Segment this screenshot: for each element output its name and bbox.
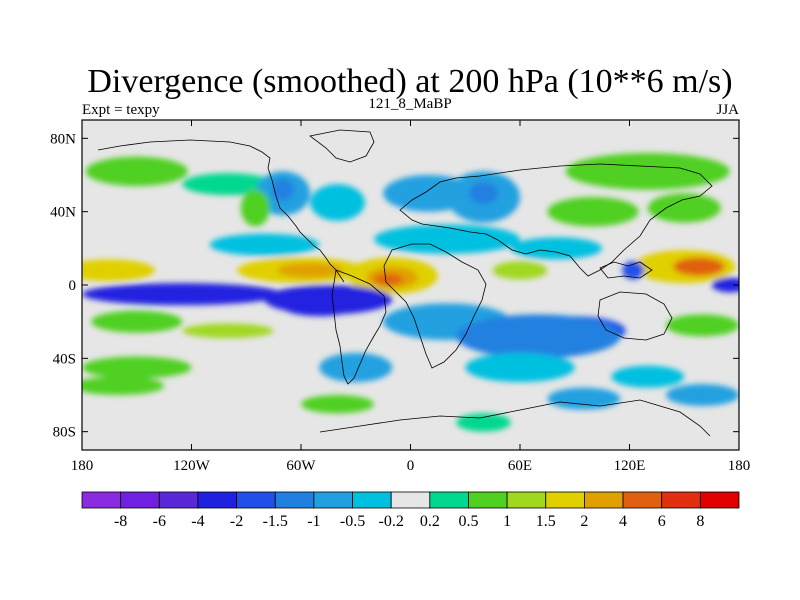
colorbar-box-6	[313, 491, 353, 509]
field-region-0	[85, 156, 188, 186]
field-region-31	[456, 314, 621, 359]
chart-title: Divergence (smoothed) at 200 hPa (10**6 …	[87, 63, 732, 100]
field-region-40	[611, 365, 685, 388]
field-region-43	[456, 413, 511, 432]
x-tick-label-4: 60E	[508, 458, 532, 474]
field-region-32	[91, 310, 183, 333]
colorbar-box-11	[506, 491, 547, 509]
colorbar-label-14: 6	[658, 513, 666, 530]
experiment-label: Expt = texpy	[82, 102, 160, 118]
field-region-11	[647, 193, 721, 223]
field-region-9	[468, 182, 499, 205]
colorbar-box-7	[352, 491, 392, 509]
colorbar-box-2	[158, 491, 199, 509]
colorbar-box-13	[584, 491, 624, 509]
field-region-4	[271, 178, 294, 201]
colorbar-box-10	[468, 491, 508, 509]
colorbar-box-0	[81, 491, 122, 509]
coastline-north-america	[97, 139, 345, 283]
colorbar-label-6: -0.5	[340, 513, 365, 530]
field-region-17	[277, 263, 343, 278]
coastline-africa	[383, 243, 487, 369]
colorbar-label-13: 4	[619, 513, 627, 530]
field-regions	[82, 153, 739, 432]
coastline-australia	[597, 291, 673, 341]
colorbar-box-8	[390, 491, 431, 509]
field-region-27	[282, 297, 356, 317]
colorbar-box-12	[545, 491, 585, 509]
x-tick-label-3: 0	[407, 458, 415, 474]
colorbar-label-12: 2	[580, 513, 588, 530]
field-region-35	[82, 356, 192, 379]
y-tick-label-0: 80N	[50, 131, 76, 147]
colorbar-label-0: -8	[114, 513, 127, 530]
colorbar-label-11: 1.5	[536, 513, 556, 530]
case-label: 121_8_MaBP	[368, 96, 451, 112]
y-tick-label-1: 40N	[50, 205, 76, 221]
colorbar-box-4	[236, 491, 276, 509]
x-tick-label-6: 180	[728, 458, 751, 474]
field-region-25	[82, 283, 283, 306]
field-region-13	[374, 224, 520, 254]
field-region-10	[547, 197, 639, 227]
coastline-antarctica	[319, 399, 711, 437]
field-region-2	[182, 173, 274, 196]
field-region-14	[510, 237, 603, 260]
colorbar-box-3	[197, 491, 237, 509]
colorbar-box-5	[274, 491, 315, 509]
x-tick-label-1: 120W	[173, 458, 211, 474]
field-region-33	[666, 314, 739, 337]
field-region-5	[240, 189, 270, 227]
field-region-39	[547, 387, 621, 410]
colorbar-box-1	[120, 491, 160, 509]
coastlines	[97, 129, 713, 437]
season-label: JJA	[716, 102, 739, 118]
y-axis: 80N 40N 0 40S 80S	[50, 131, 739, 441]
colorbar-label-3: -2	[230, 513, 243, 530]
x-tick-label-5: 120E	[614, 458, 646, 474]
field-region-37	[301, 395, 374, 414]
colorbar: -8 -6 -4 -2 -1.5 -1 -0.5 -0.2 0.2 0.5 1 1.5 2 4 6 8	[81, 491, 740, 530]
field-region-12	[209, 233, 320, 256]
field-region-36	[319, 352, 393, 383]
field-region-34	[182, 323, 274, 339]
field-region-15	[82, 259, 155, 282]
colorbar-label-7: -0.2	[379, 513, 404, 530]
field-region-41	[666, 384, 739, 406]
colorbar-label-15: 8	[696, 513, 704, 530]
colorbar-box-16	[699, 491, 740, 509]
x-tick-label-2: 60W	[286, 458, 316, 474]
colorbar-label-2: -4	[191, 513, 204, 530]
colorbar-box-15	[661, 491, 701, 509]
field-region-38	[465, 352, 575, 383]
colorbar-label-9: 0.5	[458, 513, 478, 530]
colorbar-box-14	[622, 491, 663, 509]
x-axis: 180 120W 60W 0 60E 120E 180	[71, 120, 751, 474]
colorbar-label-8: 0.2	[420, 513, 440, 530]
coastline-greenland	[309, 129, 375, 163]
coastline-south-america	[331, 269, 387, 385]
field-region-1	[565, 153, 730, 190]
colorbar-label-1: -6	[153, 513, 166, 530]
colorbar-label-5: -1	[307, 513, 320, 530]
field-region-21	[492, 261, 548, 280]
field-region-23	[673, 257, 725, 276]
field-region-20	[374, 274, 404, 285]
colorbar-box-9	[429, 491, 469, 509]
y-tick-label-3: 40S	[53, 351, 76, 367]
y-tick-label-4: 80S	[53, 425, 76, 441]
colorbar-label-10: 1	[503, 513, 511, 530]
field-region-6	[310, 184, 365, 221]
y-tick-label-2: 0	[69, 278, 77, 294]
colorbar-label-4: -1.5	[263, 513, 288, 530]
coastline-eurasia	[399, 163, 713, 277]
field-region-42	[82, 376, 165, 395]
x-tick-label-0: 180	[71, 458, 94, 474]
coastline-indonesia	[599, 261, 653, 279]
field-region-28	[711, 277, 739, 293]
plot-area	[82, 120, 739, 450]
